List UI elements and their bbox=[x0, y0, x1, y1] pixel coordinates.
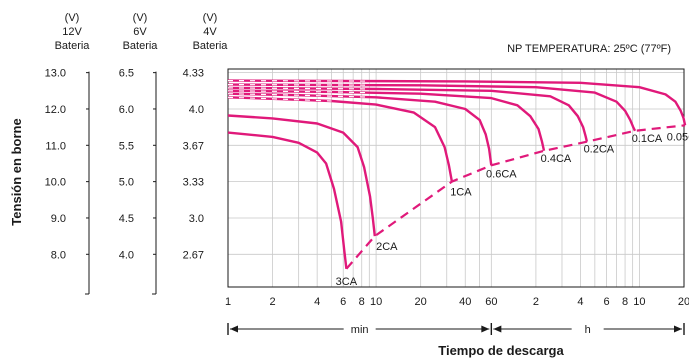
x-tick-label: 2 bbox=[270, 296, 276, 308]
y-tick-label: 4.0 bbox=[119, 249, 134, 261]
discharge-curve bbox=[227, 79, 687, 126]
curve-label: 3CA bbox=[336, 276, 358, 288]
y-axis-title: Tensión en borne bbox=[9, 118, 24, 225]
y-tick-label: 12.0 bbox=[45, 104, 66, 116]
curve-label: 0.4CA bbox=[541, 153, 572, 165]
curve-label: 0.1CA bbox=[632, 133, 663, 145]
x-tick-label: 60 bbox=[485, 296, 497, 308]
plot-frame bbox=[227, 68, 685, 288]
x-tick-label: 8 bbox=[622, 296, 628, 308]
span-label: min bbox=[351, 324, 369, 336]
discharge-curve bbox=[227, 86, 589, 142]
y-axis-header: (V) bbox=[203, 12, 218, 24]
x-tick-label: 1 bbox=[225, 296, 231, 308]
y-tick-label: 9.0 bbox=[51, 213, 66, 225]
y-tick-label: 10.0 bbox=[45, 177, 66, 189]
x-tick-label: 4 bbox=[577, 296, 583, 308]
y-tick-label: 5.0 bbox=[119, 177, 134, 189]
span-arrowhead bbox=[493, 325, 502, 333]
span-arrowhead bbox=[481, 325, 490, 333]
curve-overlay bbox=[228, 90, 370, 94]
curve-label: 1CA bbox=[450, 187, 472, 199]
y-axis-header: (V) bbox=[65, 12, 80, 24]
discharge-curve bbox=[227, 92, 493, 166]
y-axis-header: (V) bbox=[133, 12, 148, 24]
x-tick-label: 8 bbox=[359, 296, 365, 308]
curve-overlay bbox=[228, 93, 370, 98]
curve-label: 0.2CA bbox=[584, 144, 615, 156]
y-tick-label: 3.33 bbox=[183, 177, 204, 189]
span-label: h bbox=[585, 324, 591, 336]
curve-label: 2CA bbox=[376, 241, 398, 253]
x-tick-label: 20 bbox=[678, 296, 689, 308]
span-arrowhead bbox=[230, 325, 238, 333]
x-tick-label: 6 bbox=[340, 296, 346, 308]
y-tick-label: 6.0 bbox=[119, 104, 134, 116]
axes-layer bbox=[85, 71, 685, 335]
discharge-curve bbox=[227, 114, 376, 237]
y-axis-header: 4V bbox=[203, 26, 217, 38]
y-axis-header: Bateria bbox=[55, 40, 91, 52]
x-tick-label: 2 bbox=[533, 296, 539, 308]
y-tick-label: 2.67 bbox=[183, 249, 204, 261]
x-tick-label: 40 bbox=[459, 296, 471, 308]
discharge-curve bbox=[227, 83, 637, 132]
span-arrowhead bbox=[674, 325, 682, 333]
y-tick-label: 11.0 bbox=[45, 140, 66, 152]
y-tick-label: 13.0 bbox=[45, 68, 66, 80]
curve-label: 0.6CA bbox=[486, 168, 517, 180]
curve-overlay bbox=[228, 80, 370, 82]
x-tick-label: 20 bbox=[415, 296, 427, 308]
temperature-note: NP TEMPERATURA: 25ºC (77ºF) bbox=[507, 43, 671, 55]
curves-layer bbox=[227, 79, 687, 270]
y-tick-label: 3.67 bbox=[183, 140, 204, 152]
discharge-curve bbox=[227, 131, 348, 269]
y-axis-header: 6V bbox=[133, 26, 147, 38]
y-axis-header: Bateria bbox=[123, 40, 159, 52]
discharge-curve bbox=[227, 96, 454, 182]
x-tick-label: 4 bbox=[314, 296, 320, 308]
y-axis-header: Bateria bbox=[193, 40, 229, 52]
y-tick-label: 4.5 bbox=[119, 213, 134, 225]
x-axis-title: Tiempo de descarga bbox=[438, 343, 564, 358]
x-tick-label: 10 bbox=[370, 296, 382, 308]
labels-layer: 1 2 4 6 8 10 20 40 60 2 4 6 8 10 20(V)12VBateria13.012… bbox=[45, 12, 689, 336]
end-voltage-line bbox=[345, 124, 686, 270]
y-tick-label: 6.5 bbox=[119, 68, 134, 80]
y-tick-label: 4.33 bbox=[183, 68, 204, 80]
curve-overlay bbox=[228, 96, 332, 102]
curve-label: 0.05CA bbox=[667, 131, 689, 143]
y-tick-label: 3.0 bbox=[189, 213, 204, 225]
x-tick-label: 6 bbox=[604, 296, 610, 308]
x-tick-label: 10 bbox=[633, 296, 645, 308]
y-axis-header: 12V bbox=[62, 26, 82, 38]
y-tick-label: 8.0 bbox=[51, 249, 66, 261]
y-tick-label: 4.0 bbox=[189, 104, 204, 116]
y-tick-label: 5.5 bbox=[119, 140, 134, 152]
